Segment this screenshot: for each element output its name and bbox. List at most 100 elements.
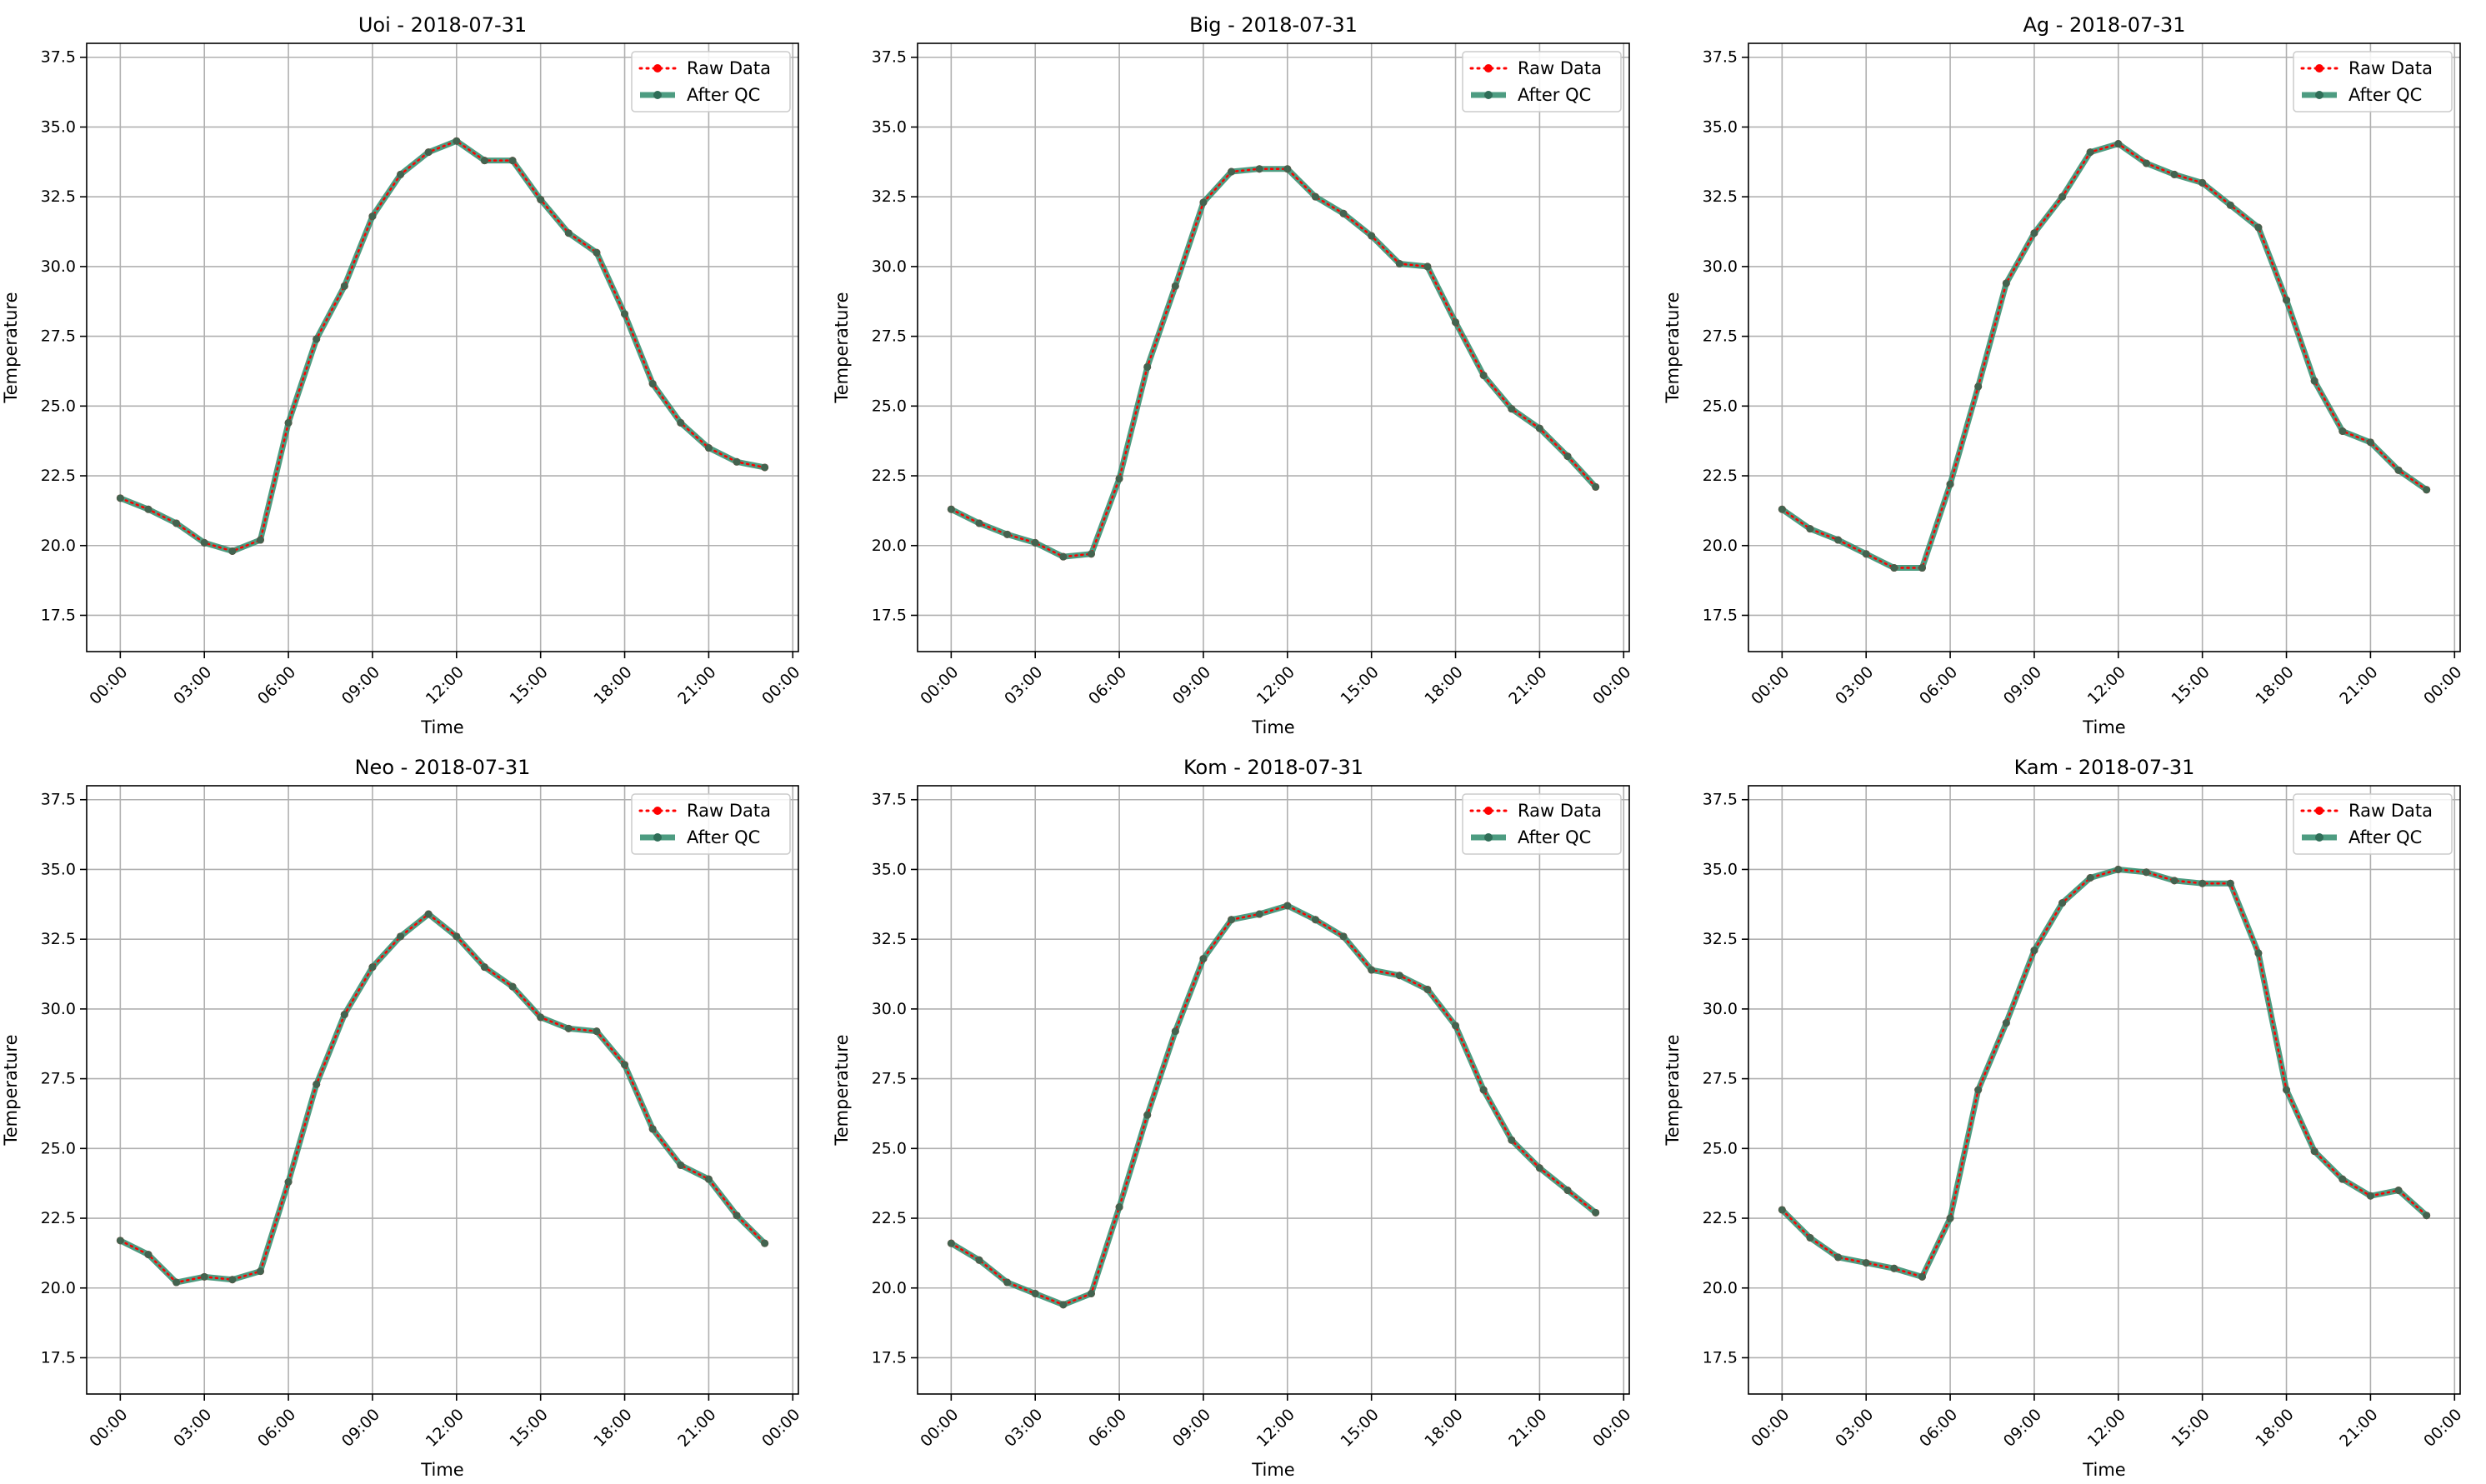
legend-marker-raw-data [1484, 807, 1493, 815]
after-qc-point [1395, 972, 1403, 980]
x-tick-label: 09:00 [338, 1406, 383, 1451]
plot-frame [917, 42, 1630, 652]
after-qc-point [2394, 1187, 2403, 1195]
after-qc-point [1199, 198, 1208, 207]
legend-label-raw-data: Raw Data [687, 58, 771, 78]
after-qc-point [116, 494, 124, 502]
series-line-raw-data [1781, 142, 2428, 569]
y-tick-label: 20.0 [872, 537, 907, 555]
after-qc-point [1143, 362, 1152, 371]
after-qc-point [947, 1239, 955, 1247]
after-qc-point [2142, 868, 2150, 877]
subplot-6: Kam - 2018-07-31 00:00 03:00 06:00 09:00 12:0… [1663, 756, 2465, 1480]
y-tick-label: 32.5 [1703, 187, 1738, 206]
grid [918, 786, 1629, 1394]
series-line-after-qc [948, 166, 1599, 560]
after-qc-point [1003, 530, 1012, 538]
series-line-after-qc [117, 137, 768, 554]
after-qc-point [2310, 1147, 2318, 1156]
legend-label-after-qc: After QC [687, 85, 760, 105]
y-tick-label: 32.5 [41, 930, 76, 948]
after-qc-point [2394, 466, 2403, 474]
after-qc-point [947, 505, 955, 513]
after-qc-point [1059, 1301, 1068, 1309]
y-tick-label: 37.5 [41, 48, 76, 67]
chart-title: Uoi - 2018-07-31 [358, 13, 527, 37]
x-tick-label: 21:00 [674, 663, 719, 708]
after-qc-point [2423, 486, 2431, 494]
x-tick-label: 00:00 [86, 1406, 131, 1451]
legend-label-raw-data: Raw Data [2348, 58, 2433, 78]
y-tick-label: 22.5 [1703, 1209, 1738, 1227]
series-line-raw-data [950, 904, 1597, 1307]
series-points [1778, 865, 2431, 1281]
x-tick-label: 12:00 [2084, 1406, 2129, 1451]
y-tick-label: 30.0 [872, 1000, 907, 1018]
after-qc-point [1778, 1206, 1786, 1214]
after-qc-point [1003, 1278, 1012, 1287]
after-qc-point [480, 963, 488, 972]
x-tick-label: 12:00 [423, 1406, 468, 1451]
after-qc-point [368, 212, 377, 221]
plot-frame [86, 42, 799, 652]
after-qc-point [1592, 482, 1600, 491]
after-qc-point [1115, 1203, 1123, 1212]
after-qc-point [1228, 167, 1236, 176]
x-tick-label: 06:00 [1916, 1406, 1961, 1451]
y-tick-label: 32.5 [872, 187, 907, 206]
x-axis-label: Time [2082, 717, 2125, 737]
after-qc-point [2226, 201, 2234, 209]
after-qc-point [1255, 910, 1263, 918]
after-qc-point [677, 1161, 685, 1169]
after-qc-point [564, 1024, 573, 1032]
grid [87, 786, 798, 1394]
after-qc-point [2254, 223, 2263, 232]
after-qc-point [1834, 536, 1843, 544]
after-qc-point [2366, 1192, 2374, 1200]
after-qc-point [1368, 966, 1376, 974]
y-tick-label: 25.0 [41, 397, 76, 415]
after-qc-point [1339, 209, 1348, 217]
after-qc-point [1283, 165, 1292, 173]
after-qc-point [1283, 902, 1292, 910]
after-qc-point [2310, 377, 2318, 385]
after-qc-point [1563, 1187, 1572, 1195]
after-qc-point [733, 1212, 741, 1220]
y-axis-label: Temperature [1, 292, 21, 403]
series-points [947, 902, 1600, 1309]
after-qc-point [200, 538, 208, 547]
x-tick-label: 12:00 [423, 663, 468, 708]
y-tick-label: 17.5 [1703, 1348, 1738, 1367]
after-qc-point [1946, 1214, 1954, 1222]
y-tick-label: 22.5 [41, 1209, 76, 1227]
y-tick-label: 22.5 [1703, 467, 1738, 485]
y-tick-label: 27.5 [1703, 327, 1738, 346]
series-line-after-qc [1778, 866, 2430, 1280]
after-qc-point [1918, 564, 1926, 572]
after-qc-point [2002, 279, 2010, 287]
y-tick-label: 30.0 [1703, 257, 1738, 276]
series-line-raw-data [950, 167, 1597, 558]
x-tick-label: 21:00 [1505, 663, 1550, 708]
after-qc-point [284, 1178, 293, 1187]
y-tick-label: 20.0 [41, 1279, 76, 1297]
y-axis-label: Temperature [832, 1034, 852, 1146]
after-qc-point [2114, 140, 2123, 148]
after-qc-point [1946, 480, 1954, 488]
after-qc-point [397, 170, 405, 178]
after-qc-point [173, 519, 181, 527]
x-tick-label: 06:00 [1085, 663, 1130, 708]
x-tick-label: 15:00 [1338, 663, 1383, 708]
y-tick-label: 37.5 [1703, 48, 1738, 67]
grid [918, 43, 1629, 652]
legend: Raw Data After QC [1462, 793, 1622, 855]
after-qc-point [1199, 955, 1208, 963]
x-tick-label: 00:00 [2420, 1406, 2465, 1451]
legend-marker-after-qc [2315, 91, 2323, 99]
after-qc-point [284, 418, 293, 427]
after-qc-point [1311, 192, 1319, 201]
after-qc-point [1862, 1259, 1870, 1267]
series-line-raw-data [119, 139, 766, 552]
legend-marker-after-qc [653, 833, 662, 842]
